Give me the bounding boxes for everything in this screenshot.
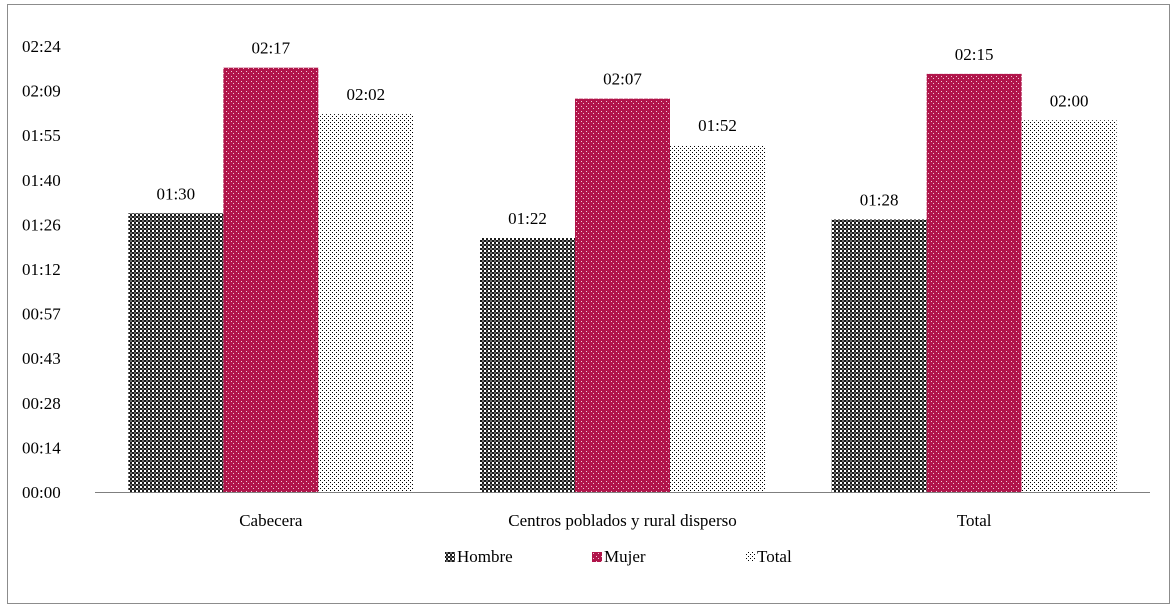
bars-group — [128, 67, 1117, 493]
bar-total-2 — [1021, 120, 1117, 492]
data-label: 02:00 — [1050, 91, 1089, 110]
bar-hombre-2 — [831, 219, 927, 492]
data-label: 02:17 — [251, 39, 290, 58]
legend-label-hombre: Hombre — [457, 547, 513, 566]
bar-mujer-1 — [575, 98, 670, 493]
bar-hombre-1 — [480, 238, 575, 492]
legend-label-mujer: Mujer — [604, 547, 646, 566]
y-tick-label: 02:24 — [22, 37, 61, 56]
legend-swatch-hombre — [445, 552, 455, 562]
bar-mujer-0 — [223, 67, 319, 493]
y-tick-label: 01:55 — [22, 126, 61, 145]
y-tick-label: 00:43 — [22, 349, 61, 368]
bar-total-0 — [318, 114, 414, 492]
data-label: 02:15 — [955, 45, 994, 64]
y-tick-label: 00:00 — [22, 483, 61, 502]
y-tick-label: 01:12 — [22, 260, 61, 279]
x-category-label: Centros poblados y rural disperso — [508, 511, 737, 530]
bar-hombre-0 — [128, 213, 224, 492]
legend-swatch-total — [745, 552, 755, 562]
x-category-label: Total — [957, 511, 992, 530]
data-label: 02:07 — [603, 70, 642, 89]
legend-swatch-mujer — [592, 552, 602, 562]
y-axis-tick-labels: 00:00 00:14 00:28 00:43 00:57 01:12 01:26 01:40… — [22, 37, 61, 502]
data-label: 01:52 — [698, 116, 737, 135]
x-category-label: Cabecera — [239, 511, 303, 530]
data-label: 01:22 — [508, 209, 547, 228]
data-label: 01:28 — [860, 190, 899, 209]
y-tick-label: 00:57 — [22, 305, 61, 324]
data-label: 01:30 — [156, 184, 195, 203]
x-axis-category-labels: Cabecera Centros poblados y rural dispers… — [239, 511, 992, 530]
y-tick-label: 00:14 — [22, 438, 61, 457]
legend: Hombre Mujer Total — [445, 547, 792, 566]
y-tick-label: 01:40 — [22, 171, 61, 190]
bar-chart: 00:00 00:14 00:28 00:43 00:57 01:12 01:26 01:40… — [22, 37, 1150, 566]
y-tick-label: 02:09 — [22, 82, 61, 101]
bar-mujer-2 — [926, 73, 1022, 492]
y-tick-label: 00:28 — [22, 394, 61, 413]
y-tick-label: 01:26 — [22, 215, 61, 234]
legend-label-total: Total — [757, 547, 792, 566]
data-label: 02:02 — [346, 85, 385, 104]
data-labels-group: 01:30 02:17 02:02 01:22 02:07 01:52 01:28 02:15… — [156, 39, 1088, 228]
bar-total-1 — [670, 145, 765, 492]
